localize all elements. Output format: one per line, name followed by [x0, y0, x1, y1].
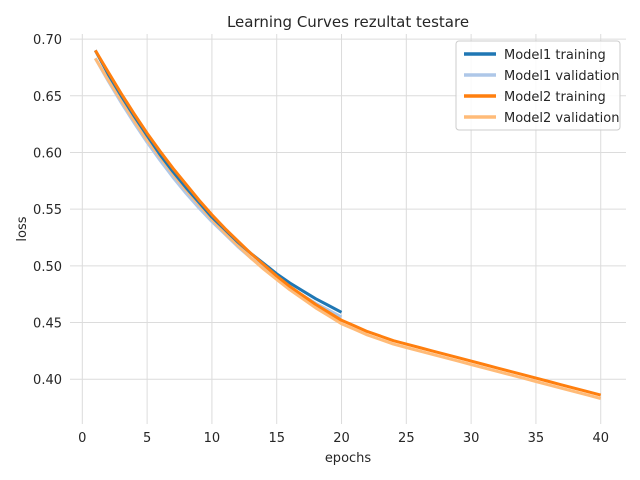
series-line-3: [94, 49, 602, 397]
x-tick-label: 40: [592, 431, 609, 446]
y-tick-label: 0.70: [33, 33, 62, 48]
y-axis-ticks: 0.40 0.45 0.50 0.55 0.60 0.65 0.70: [33, 33, 62, 388]
legend-label: Model2 validation: [504, 111, 619, 126]
chart-title: Learning Curves rezultat testare: [227, 13, 469, 31]
legend-label: Model1 validation: [504, 69, 619, 84]
legend-entries: Model1 training Model1 validation Model2 t…: [464, 48, 619, 126]
x-tick-label: 35: [528, 431, 545, 446]
y-tick-label: 0.45: [33, 317, 62, 332]
x-tick-label: 25: [398, 431, 415, 446]
legend-label: Model1 training: [504, 48, 606, 63]
x-tick-label: 0: [78, 431, 86, 446]
x-tick-label: 20: [333, 431, 350, 446]
legend-box: [455, 40, 621, 131]
x-tick-label: 15: [268, 431, 285, 446]
y-tick-label: 0.50: [33, 260, 62, 275]
y-tick-label: 0.60: [33, 146, 62, 161]
x-axis-label: epochs: [325, 451, 372, 466]
y-axis-label: loss: [15, 216, 30, 241]
x-tick-label: 5: [143, 431, 151, 446]
y-tick-label: 0.55: [33, 203, 62, 218]
x-tick-label: 30: [463, 431, 480, 446]
y-tick-label: 0.65: [33, 90, 62, 105]
series-lines: [93, 49, 602, 400]
x-axis-ticks: 0 5 10 15 20 25 30 35 40: [78, 431, 609, 446]
legend-label: Model2 training: [504, 90, 606, 105]
x-tick-label: 10: [204, 431, 221, 446]
legend: Model1 training Model1 validation Model2 t…: [455, 40, 621, 131]
y-tick-label: 0.40: [33, 373, 62, 388]
